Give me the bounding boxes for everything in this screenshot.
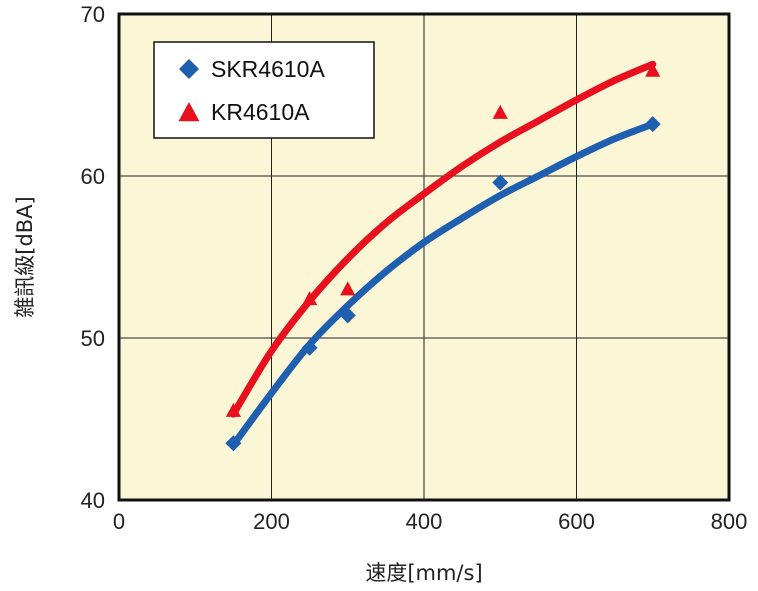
data-markers bbox=[225, 62, 661, 452]
legend-box bbox=[153, 41, 375, 139]
x-tick-label: 600 bbox=[558, 509, 595, 534]
legend-markers bbox=[178, 59, 200, 122]
legend: SKR4610A KR4610A bbox=[153, 41, 375, 139]
y-tick-label: 40 bbox=[81, 488, 105, 513]
x-axis-title: 速度[mm/s] bbox=[365, 561, 482, 585]
legend-label-kr4610a: KR4610A bbox=[211, 99, 310, 125]
legend-diamond-icon bbox=[179, 59, 199, 79]
legend-label-skr4610a: SKR4610A bbox=[211, 56, 325, 82]
legend-triangle-icon bbox=[178, 102, 200, 122]
data-point-skr4610a bbox=[644, 116, 661, 133]
data-point-kr4610a bbox=[225, 402, 241, 417]
y-axis-title: 雑訊級[dBA] bbox=[13, 196, 37, 318]
trend-line-skr4610a bbox=[229, 120, 657, 449]
x-tick-label: 200 bbox=[253, 509, 290, 534]
data-point-kr4610a bbox=[302, 291, 318, 306]
y-tick-label: 70 bbox=[81, 2, 105, 27]
data-point-kr4610a bbox=[340, 281, 356, 296]
data-point-skr4610a bbox=[225, 435, 242, 452]
x-tick-label: 800 bbox=[711, 509, 748, 534]
plot-frame bbox=[117, 12, 731, 502]
y-tick-label: 50 bbox=[81, 326, 105, 351]
data-point-skr4610a bbox=[339, 307, 356, 324]
data-point-kr4610a bbox=[645, 62, 661, 77]
trend-curves bbox=[229, 60, 657, 449]
tick-labels: 0 200 400 600 800 40 50 60 70 bbox=[81, 2, 748, 534]
y-tick-label: 60 bbox=[81, 164, 105, 189]
x-tick-label: 400 bbox=[406, 509, 443, 534]
x-tick-label: 0 bbox=[113, 509, 125, 534]
data-point-kr4610a bbox=[492, 104, 508, 119]
data-point-skr4610a bbox=[492, 174, 509, 191]
trend-line-kr4610a bbox=[229, 60, 657, 418]
data-point-skr4610a bbox=[301, 339, 318, 356]
